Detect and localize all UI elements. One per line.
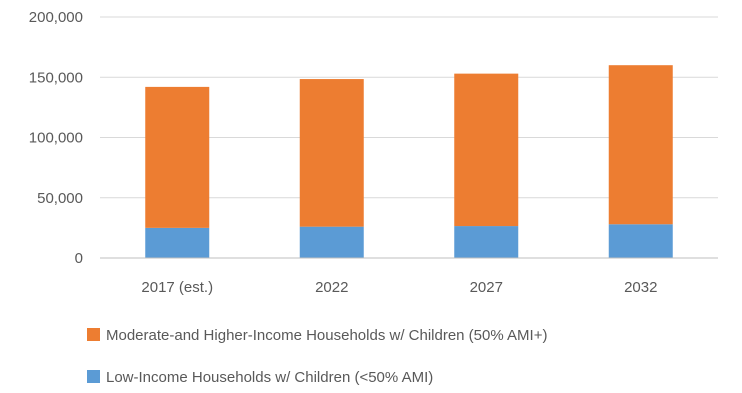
legend-swatch-1: [87, 328, 100, 341]
legend-swatch-0: [87, 370, 100, 383]
y-tick-label: 200,000: [29, 9, 83, 26]
bar-1-series-1: [299, 79, 364, 227]
x-tick-label: 2027: [470, 279, 503, 296]
bar-0-series-0: [145, 227, 210, 258]
y-tick-label: 100,000: [29, 130, 83, 147]
x-axis-ticks: 2017 (est.) 2022 2027 2032: [141, 279, 657, 296]
bar-1-series-0: [299, 226, 364, 258]
y-axis-ticks: 0 50,000 100,000 150,000 200,000: [29, 9, 83, 267]
legend-label-1: Moderate-and Higher-Income Households w/…: [106, 327, 547, 344]
bar-2-series-1: [454, 73, 519, 227]
x-tick-label: 2017 (est.): [141, 279, 213, 296]
y-tick-label: 50,000: [37, 190, 83, 207]
bars: [145, 65, 673, 258]
y-tick-label: 150,000: [29, 69, 83, 86]
x-tick-label: 2032: [624, 279, 657, 296]
legend: Moderate-and Higher-Income Households w/…: [87, 327, 547, 386]
x-tick-label: 2022: [315, 279, 348, 296]
bar-3-series-0: [608, 224, 673, 258]
bar-2-series-0: [454, 226, 519, 258]
bar-3-series-1: [608, 65, 673, 225]
y-tick-label: 0: [75, 250, 83, 267]
bar-0-series-1: [145, 86, 210, 228]
legend-label-0: Low-Income Households w/ Children (<50% …: [106, 369, 433, 386]
